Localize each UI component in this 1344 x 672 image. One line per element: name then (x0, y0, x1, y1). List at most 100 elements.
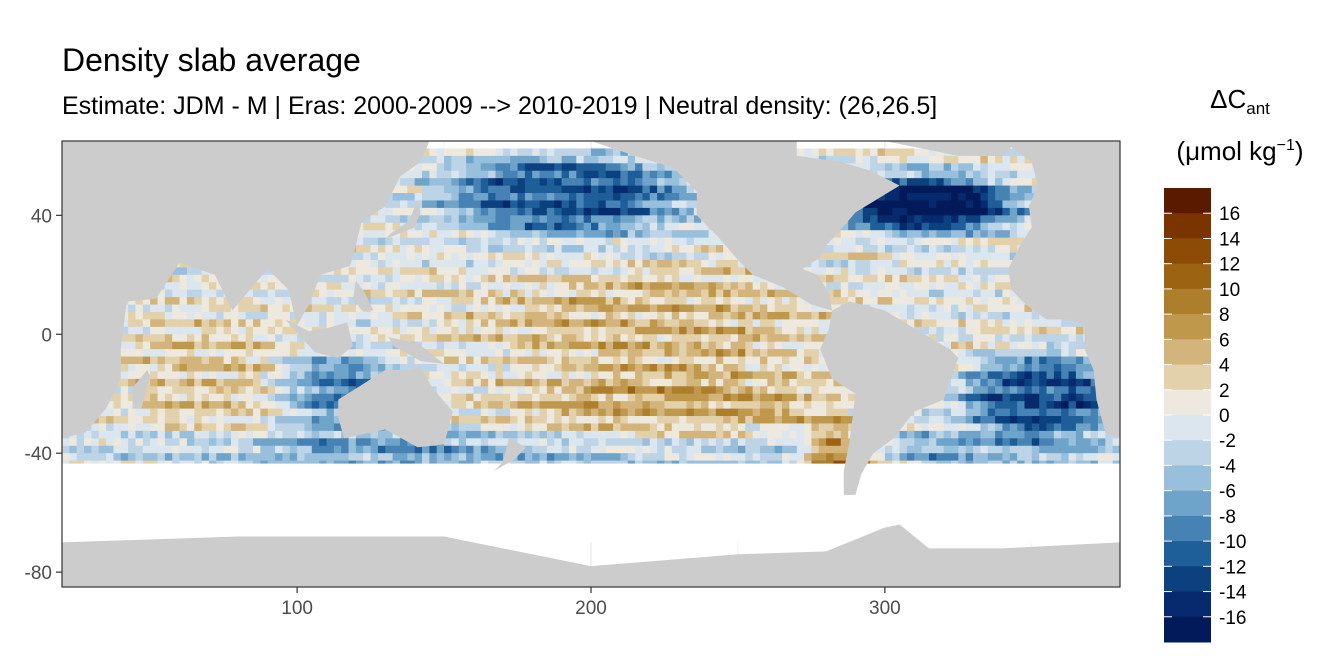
ocean-cell (473, 170, 482, 179)
ocean-cell (664, 282, 673, 291)
ocean-cell (568, 185, 577, 194)
ocean-cell (488, 267, 497, 276)
ocean-cell (216, 386, 225, 395)
ocean-cell (730, 393, 739, 402)
ocean-cell (892, 148, 901, 157)
ocean-cell (605, 259, 614, 268)
ocean-cell (568, 289, 577, 298)
ocean-cell (715, 245, 724, 254)
ocean-cell (1017, 371, 1026, 380)
ocean-cell (546, 267, 555, 276)
ocean-cell (466, 267, 475, 276)
ocean-cell (693, 289, 702, 298)
ocean-cell (466, 215, 475, 224)
ocean-cell (377, 259, 386, 268)
ocean-cell (642, 163, 651, 172)
ocean-cell (319, 401, 328, 410)
ocean-cell (701, 334, 710, 343)
ocean-cell (172, 356, 181, 365)
ocean-cell (591, 356, 599, 365)
ocean-cell (524, 215, 533, 224)
ocean-cell (444, 245, 453, 254)
ocean-cell (951, 185, 959, 194)
ocean-cell (488, 386, 497, 395)
ocean-cell (568, 334, 577, 343)
ocean-cell (591, 148, 599, 157)
ocean-cell (906, 311, 915, 320)
ocean-cell (488, 371, 497, 380)
ocean-cell (715, 259, 724, 268)
ocean-cell (833, 289, 842, 298)
ocean-cell (1002, 356, 1011, 365)
ocean-cell (649, 297, 658, 306)
ocean-cell (1024, 319, 1033, 328)
ocean-cell (532, 364, 541, 373)
ocean-cell (737, 311, 746, 320)
ocean-cell (789, 297, 798, 306)
ocean-cell (774, 334, 783, 343)
ocean-cell (554, 356, 563, 365)
ocean-cell (1024, 215, 1033, 224)
ocean-cell (502, 200, 511, 209)
ocean-cell (921, 215, 930, 224)
ocean-cell (730, 267, 739, 276)
ocean-cell (480, 193, 489, 202)
ocean-cell (150, 349, 159, 358)
ocean-cell (613, 237, 621, 246)
ocean-cell (1068, 326, 1077, 335)
ocean-cell (951, 297, 959, 306)
ocean-cell (914, 252, 923, 261)
ocean-cell (289, 393, 298, 402)
ocean-cell (495, 259, 504, 268)
ocean-cell (377, 341, 386, 350)
ocean-cell (120, 319, 129, 328)
ocean-cell (297, 386, 306, 395)
ocean-cell (502, 289, 511, 298)
ocean-cell (458, 178, 467, 187)
ocean-cell (186, 393, 195, 402)
ocean-cell (510, 155, 519, 164)
ocean-cell (436, 274, 445, 283)
ocean-cell (451, 341, 460, 350)
ocean-cell (759, 356, 768, 365)
ocean-cell (363, 222, 372, 231)
ocean-cell (936, 304, 945, 313)
ocean-cell (833, 378, 842, 387)
ocean-cell (407, 289, 416, 298)
ocean-cell (208, 378, 217, 387)
ocean-cell (635, 163, 644, 172)
ocean-cell (480, 148, 489, 157)
ocean-cell (473, 356, 482, 365)
ocean-cell (253, 364, 261, 373)
ocean-cell (1009, 245, 1018, 254)
ocean-cell (730, 282, 739, 291)
ocean-cell (620, 349, 629, 358)
ocean-cell (958, 341, 967, 350)
ocean-cell (965, 341, 974, 350)
ocean-cell (583, 349, 592, 358)
ocean-cell (928, 334, 937, 343)
ocean-cell (311, 393, 320, 402)
ocean-cell (708, 319, 717, 328)
ocean-cell (150, 378, 159, 387)
ocean-cell (642, 193, 651, 202)
ocean-cell (466, 326, 475, 335)
ocean-cell (914, 304, 923, 313)
ocean-cell (355, 356, 364, 365)
ocean-cell (561, 282, 570, 291)
ocean-cell (804, 326, 813, 335)
ocean-cell (686, 371, 695, 380)
ocean-cell (282, 393, 291, 402)
ocean-cell (877, 200, 886, 209)
ocean-cell (635, 349, 644, 358)
ocean-cell (444, 356, 453, 365)
ocean-cell (723, 282, 732, 291)
ocean-cell (524, 148, 533, 157)
ocean-cell (701, 349, 710, 358)
ocean-cell (392, 193, 401, 202)
ocean-cell (811, 267, 820, 276)
ocean-cell (414, 193, 423, 202)
ocean-cell (995, 215, 1004, 224)
ocean-cell (848, 155, 857, 164)
ocean-cell (568, 341, 577, 350)
